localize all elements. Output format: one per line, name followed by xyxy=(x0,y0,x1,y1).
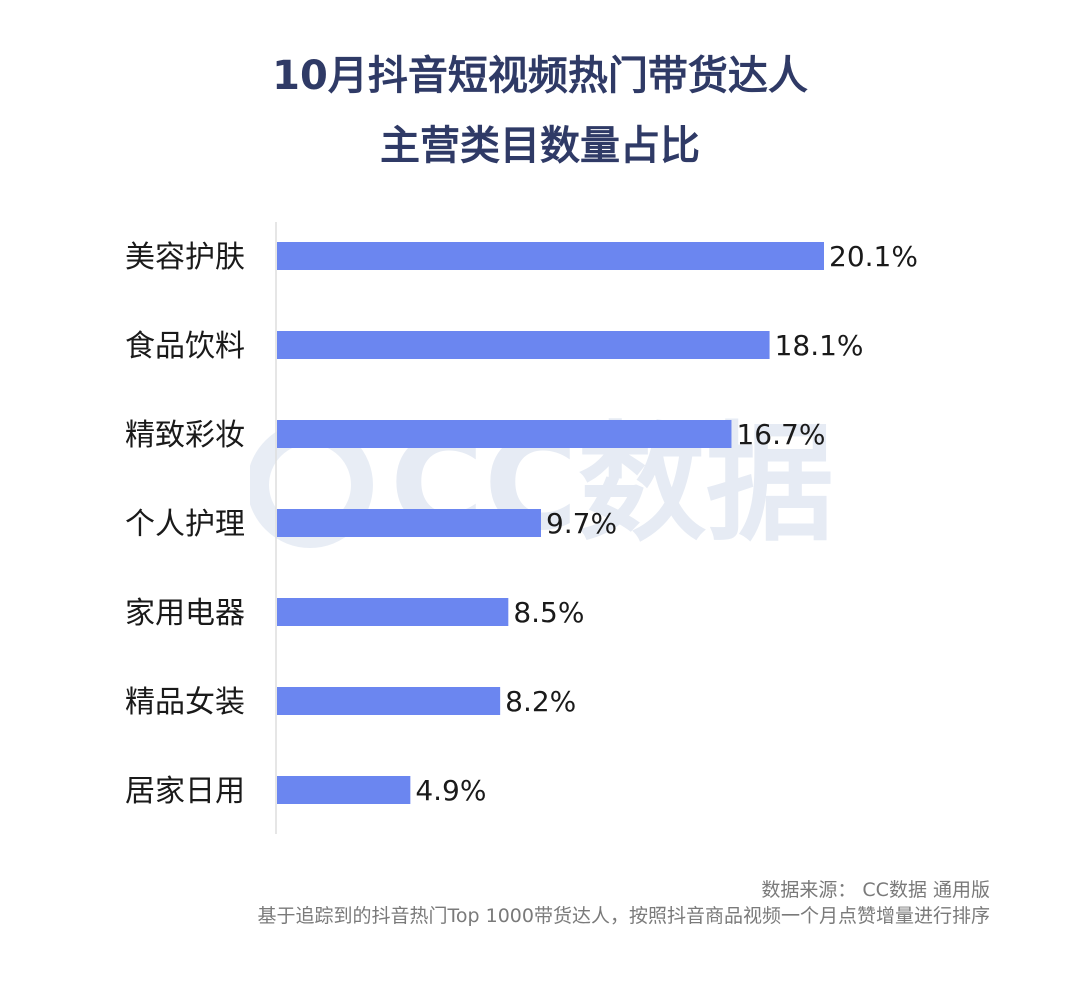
bar xyxy=(277,242,824,270)
value-label: 18.1% xyxy=(775,329,864,362)
value-label: 4.9% xyxy=(415,774,486,807)
bar xyxy=(277,598,509,626)
bar xyxy=(277,509,541,537)
chart-title-line-1: 10月抖音短视频热门带货达人 xyxy=(272,53,808,99)
data-source-note: 数据来源： CC数据 通用版 xyxy=(761,879,990,901)
bar xyxy=(277,687,501,715)
category-label: 个人护理 xyxy=(125,507,245,542)
bar xyxy=(277,420,732,448)
category-label: 精致彩妆 xyxy=(125,418,245,453)
category-label: 食品饮料 xyxy=(125,329,245,364)
bar xyxy=(277,331,770,359)
value-label: 20.1% xyxy=(829,240,918,273)
bar xyxy=(277,776,411,804)
value-label: 8.2% xyxy=(505,685,576,718)
value-label: 8.5% xyxy=(513,596,584,629)
category-label: 精品女装 xyxy=(125,685,245,720)
value-label: 9.7% xyxy=(546,507,617,540)
category-label: 美容护肤 xyxy=(125,240,245,275)
bars-group: 美容护肤 20.1% 食品饮料 18.1% 精致彩妆 16.7% 个人护理 9.7% 家用电器 8… xyxy=(125,240,918,809)
category-label: 居家日用 xyxy=(125,774,245,809)
value-label: 16.7% xyxy=(736,418,825,451)
category-label: 家用电器 xyxy=(125,596,245,631)
chart-title-line-2: 主营类目数量占比 xyxy=(380,123,700,169)
methodology-note: 基于追踪到的抖音热门Top 1000带货达人，按照抖音商品视频一个月点赞增量进行… xyxy=(257,905,990,927)
